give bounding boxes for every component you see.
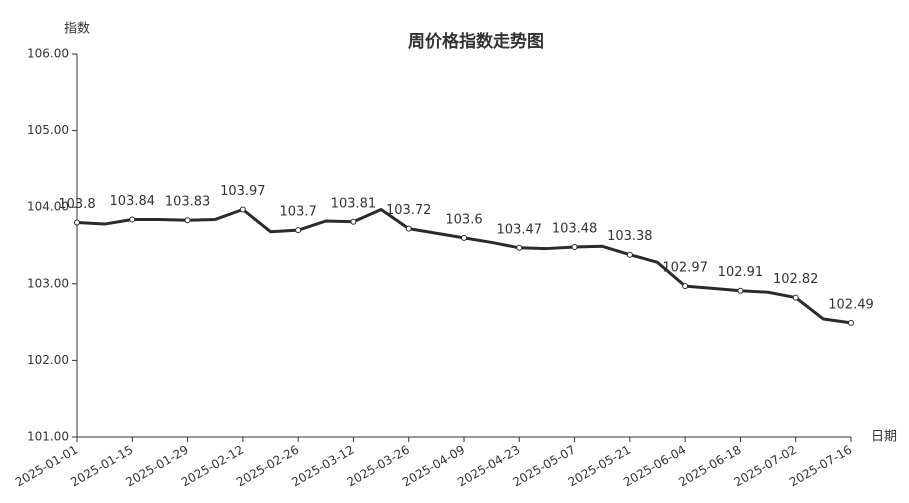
data-label: 103.8 xyxy=(58,197,95,212)
point xyxy=(848,319,854,326)
y-axis-label: 指数 xyxy=(64,22,90,37)
chart-title: 周价格指数走势图 xyxy=(408,31,544,52)
x-axis-label: 日期 xyxy=(871,430,897,445)
point xyxy=(74,219,80,226)
point xyxy=(516,244,523,251)
y-tick-label: 104.00 xyxy=(27,200,69,214)
point xyxy=(792,294,799,301)
point xyxy=(626,251,633,258)
point xyxy=(571,244,578,251)
point xyxy=(682,283,689,290)
x-tick-label: 2025-07-16 xyxy=(787,443,854,490)
data-label: 103.97 xyxy=(220,184,266,199)
y-tick-label: 106.00 xyxy=(27,47,69,61)
point xyxy=(295,227,302,234)
data-label: 103.47 xyxy=(497,222,543,237)
point xyxy=(405,225,412,232)
data-label: 103.7 xyxy=(280,205,317,220)
data-label: 103.83 xyxy=(165,195,211,210)
data-label: 103.84 xyxy=(110,194,156,209)
y-tick-label: 102.00 xyxy=(27,353,69,367)
data-label: 102.49 xyxy=(828,297,874,312)
data-label: 102.91 xyxy=(718,265,764,280)
y-tick-label: 105.00 xyxy=(27,123,69,137)
point xyxy=(239,206,246,213)
y-tick-label: 103.00 xyxy=(27,276,69,290)
data-label: 103.38 xyxy=(607,229,653,244)
data-label: 103.6 xyxy=(445,212,482,227)
point xyxy=(461,234,467,241)
point xyxy=(129,216,136,223)
data-label: 102.82 xyxy=(773,272,819,287)
point xyxy=(184,217,191,224)
data-label: 103.48 xyxy=(552,222,598,237)
point xyxy=(350,218,357,225)
data-label: 102.97 xyxy=(662,261,708,276)
data-label: 103.81 xyxy=(331,196,377,211)
data-label: 103.72 xyxy=(386,203,432,218)
point xyxy=(737,287,744,294)
y-tick-label: 101.00 xyxy=(27,430,69,444)
